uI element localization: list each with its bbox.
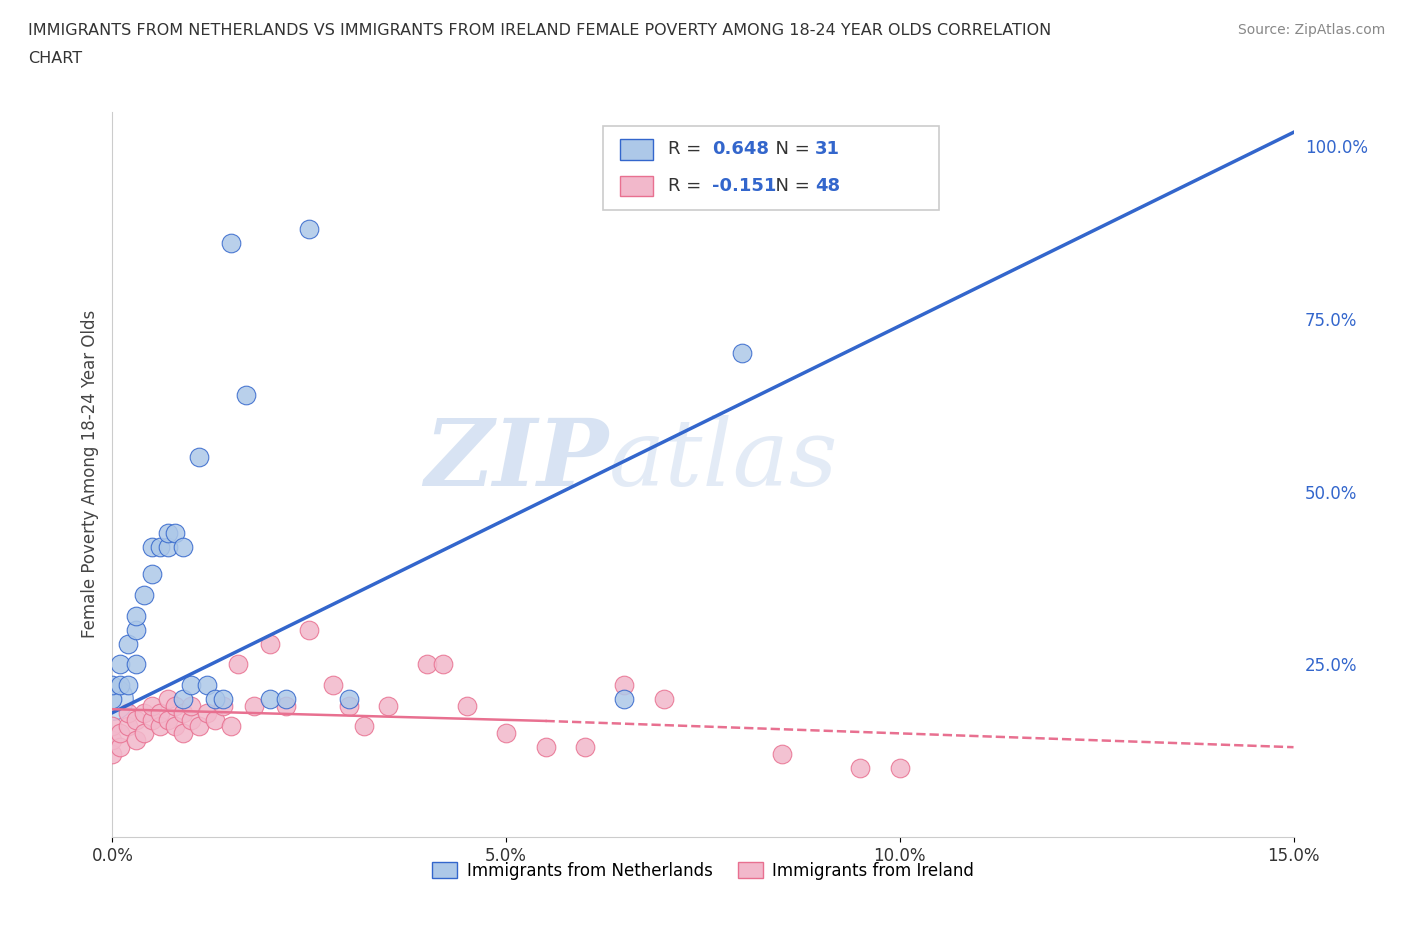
Y-axis label: Female Poverty Among 18-24 Year Olds: Female Poverty Among 18-24 Year Olds <box>80 311 98 638</box>
Point <box>172 726 194 741</box>
Point <box>195 705 218 720</box>
Point <box>101 747 124 762</box>
Point <box>117 719 139 734</box>
Point <box>149 705 172 720</box>
Point <box>165 525 187 540</box>
Point <box>211 698 233 713</box>
Point <box>110 657 132 671</box>
Text: N =: N = <box>765 178 815 195</box>
Point <box>172 691 194 706</box>
Point <box>180 678 202 693</box>
Point <box>132 726 155 741</box>
Bar <box>620 176 654 196</box>
Point <box>228 657 250 671</box>
Point <box>149 719 172 734</box>
Text: ZIP: ZIP <box>425 415 609 505</box>
Point <box>337 691 360 706</box>
Point <box>110 726 132 741</box>
Point <box>110 678 132 693</box>
Text: 31: 31 <box>815 140 841 158</box>
Point <box>156 525 179 540</box>
Point <box>180 712 202 727</box>
Point <box>141 712 163 727</box>
Point <box>149 539 172 554</box>
Point <box>165 719 187 734</box>
Point <box>101 691 124 706</box>
Point <box>259 636 281 651</box>
Point <box>204 691 226 706</box>
Point <box>456 698 478 713</box>
Text: IMMIGRANTS FROM NETHERLANDS VS IMMIGRANTS FROM IRELAND FEMALE POVERTY AMONG 18-2: IMMIGRANTS FROM NETHERLANDS VS IMMIGRANT… <box>28 23 1052 38</box>
Point <box>211 691 233 706</box>
Point <box>101 733 124 748</box>
Point <box>204 712 226 727</box>
Point <box>219 235 242 250</box>
Point <box>849 761 872 776</box>
Bar <box>620 140 654 160</box>
Point <box>770 747 793 762</box>
Point <box>172 539 194 554</box>
Point <box>298 622 321 637</box>
Point <box>156 539 179 554</box>
Point <box>613 691 636 706</box>
Point <box>132 705 155 720</box>
Text: R =: R = <box>668 140 707 158</box>
Point <box>613 678 636 693</box>
Point <box>652 691 675 706</box>
Legend: Immigrants from Netherlands, Immigrants from Ireland: Immigrants from Netherlands, Immigrants … <box>425 856 981 886</box>
Text: 0.648: 0.648 <box>713 140 769 158</box>
Point <box>188 719 211 734</box>
Point <box>125 622 148 637</box>
Point <box>432 657 454 671</box>
Point <box>132 588 155 603</box>
FancyBboxPatch shape <box>603 126 939 209</box>
Point <box>117 705 139 720</box>
Point <box>110 739 132 754</box>
Point <box>125 608 148 623</box>
Point <box>156 691 179 706</box>
Point <box>259 691 281 706</box>
Point <box>274 698 297 713</box>
Point <box>322 678 344 693</box>
Point <box>495 726 517 741</box>
Point <box>219 719 242 734</box>
Point <box>125 712 148 727</box>
Point <box>274 691 297 706</box>
Point <box>243 698 266 713</box>
Text: atlas: atlas <box>609 415 838 505</box>
Point <box>141 567 163 582</box>
Point <box>141 698 163 713</box>
Point <box>889 761 911 776</box>
Text: R =: R = <box>668 178 707 195</box>
Point <box>188 449 211 464</box>
Point <box>235 388 257 403</box>
Point <box>337 698 360 713</box>
Text: 48: 48 <box>815 178 841 195</box>
Point <box>156 712 179 727</box>
Point <box>101 719 124 734</box>
Point <box>298 221 321 236</box>
Point <box>101 678 124 693</box>
Point <box>353 719 375 734</box>
Point <box>117 678 139 693</box>
Point <box>534 739 557 754</box>
Point <box>141 539 163 554</box>
Point <box>195 678 218 693</box>
Point <box>172 705 194 720</box>
Text: N =: N = <box>765 140 815 158</box>
Point <box>180 698 202 713</box>
Text: Source: ZipAtlas.com: Source: ZipAtlas.com <box>1237 23 1385 37</box>
Point <box>125 657 148 671</box>
Point <box>117 636 139 651</box>
Point <box>125 733 148 748</box>
Point <box>731 346 754 361</box>
Point <box>377 698 399 713</box>
Point <box>165 698 187 713</box>
Point <box>574 739 596 754</box>
Text: -0.151: -0.151 <box>713 178 778 195</box>
Point <box>101 691 124 706</box>
Point <box>416 657 439 671</box>
Text: CHART: CHART <box>28 51 82 66</box>
